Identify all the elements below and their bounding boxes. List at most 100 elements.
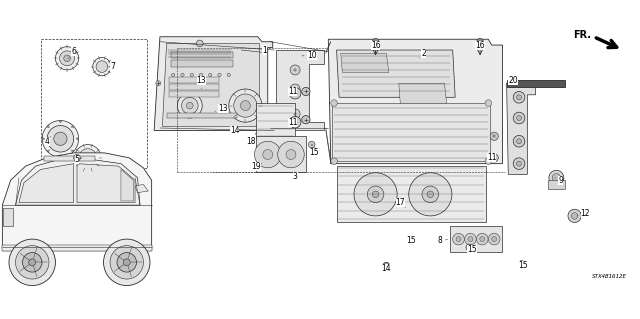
Text: FR.: FR. [573, 30, 591, 40]
Circle shape [516, 115, 522, 121]
Circle shape [477, 38, 483, 45]
Circle shape [64, 55, 70, 62]
Circle shape [289, 116, 301, 128]
Polygon shape [19, 164, 74, 203]
Bar [171, 52, 233, 58]
Circle shape [427, 191, 434, 198]
Text: 3: 3 [292, 172, 298, 181]
Circle shape [468, 237, 473, 241]
Circle shape [186, 102, 193, 109]
Circle shape [289, 87, 301, 99]
Circle shape [354, 173, 397, 216]
Circle shape [422, 186, 438, 203]
Circle shape [15, 246, 49, 279]
Polygon shape [399, 83, 447, 106]
Circle shape [549, 170, 564, 185]
Text: STX4B1612E: STX4B1612E [592, 274, 627, 279]
Circle shape [182, 97, 198, 114]
Text: 4: 4 [45, 136, 51, 146]
Circle shape [190, 73, 193, 77]
Text: 9: 9 [555, 176, 563, 185]
Polygon shape [163, 43, 259, 126]
Text: 14: 14 [381, 264, 391, 273]
Circle shape [485, 100, 492, 107]
Circle shape [156, 81, 161, 86]
Circle shape [480, 237, 484, 241]
Text: 11: 11 [487, 153, 497, 162]
Circle shape [218, 73, 221, 77]
Text: 18: 18 [246, 133, 256, 146]
Wedge shape [42, 137, 45, 140]
Circle shape [466, 244, 472, 251]
Circle shape [110, 246, 143, 279]
Circle shape [485, 158, 492, 165]
Text: 8: 8 [438, 236, 447, 245]
Circle shape [60, 51, 74, 66]
Circle shape [234, 94, 257, 117]
Circle shape [290, 84, 300, 94]
Circle shape [513, 136, 525, 147]
Bar [166, 113, 237, 118]
Circle shape [117, 253, 136, 272]
Text: 16: 16 [476, 41, 485, 49]
Text: 15: 15 [309, 148, 319, 157]
Circle shape [513, 92, 525, 103]
Text: 15: 15 [406, 236, 416, 245]
Circle shape [228, 89, 262, 122]
Text: 11: 11 [288, 87, 298, 96]
Circle shape [476, 233, 488, 245]
Circle shape [488, 233, 500, 245]
Polygon shape [337, 166, 486, 222]
Polygon shape [256, 103, 295, 139]
Bar [548, 180, 564, 189]
Circle shape [231, 126, 238, 133]
Circle shape [42, 121, 79, 157]
Wedge shape [59, 154, 61, 157]
Bar [44, 156, 95, 161]
Circle shape [308, 141, 315, 148]
Circle shape [286, 150, 296, 160]
Text: 5: 5 [74, 155, 82, 164]
Text: 20: 20 [508, 76, 518, 85]
Circle shape [9, 239, 56, 286]
Bar [40, 39, 147, 168]
Circle shape [93, 57, 111, 76]
Circle shape [177, 93, 202, 118]
Circle shape [490, 154, 499, 162]
Bar [3, 245, 152, 251]
Polygon shape [121, 169, 133, 201]
Text: 7: 7 [109, 62, 115, 71]
Circle shape [408, 237, 415, 244]
Bar [169, 92, 219, 97]
Circle shape [74, 154, 80, 161]
Circle shape [241, 100, 250, 111]
Polygon shape [3, 153, 152, 251]
Polygon shape [154, 37, 273, 130]
Bar [3, 208, 13, 226]
Circle shape [278, 141, 304, 168]
Circle shape [196, 40, 203, 47]
Text: 11: 11 [288, 118, 298, 127]
Text: 17: 17 [396, 198, 405, 208]
Circle shape [124, 259, 131, 266]
Text: 1: 1 [262, 46, 267, 55]
Circle shape [513, 112, 525, 124]
Wedge shape [76, 137, 79, 140]
Polygon shape [328, 39, 502, 164]
Text: 10: 10 [302, 51, 317, 60]
Circle shape [516, 95, 522, 100]
Circle shape [22, 253, 42, 272]
Circle shape [331, 100, 337, 107]
Circle shape [452, 233, 464, 245]
Wedge shape [47, 125, 49, 128]
Polygon shape [332, 103, 490, 161]
Circle shape [227, 73, 230, 77]
Circle shape [79, 149, 97, 167]
Circle shape [513, 158, 525, 169]
Text: 15: 15 [518, 261, 528, 270]
Circle shape [372, 38, 379, 45]
Circle shape [209, 73, 212, 77]
Circle shape [372, 191, 379, 198]
Circle shape [456, 237, 461, 241]
Text: 15: 15 [467, 245, 477, 254]
